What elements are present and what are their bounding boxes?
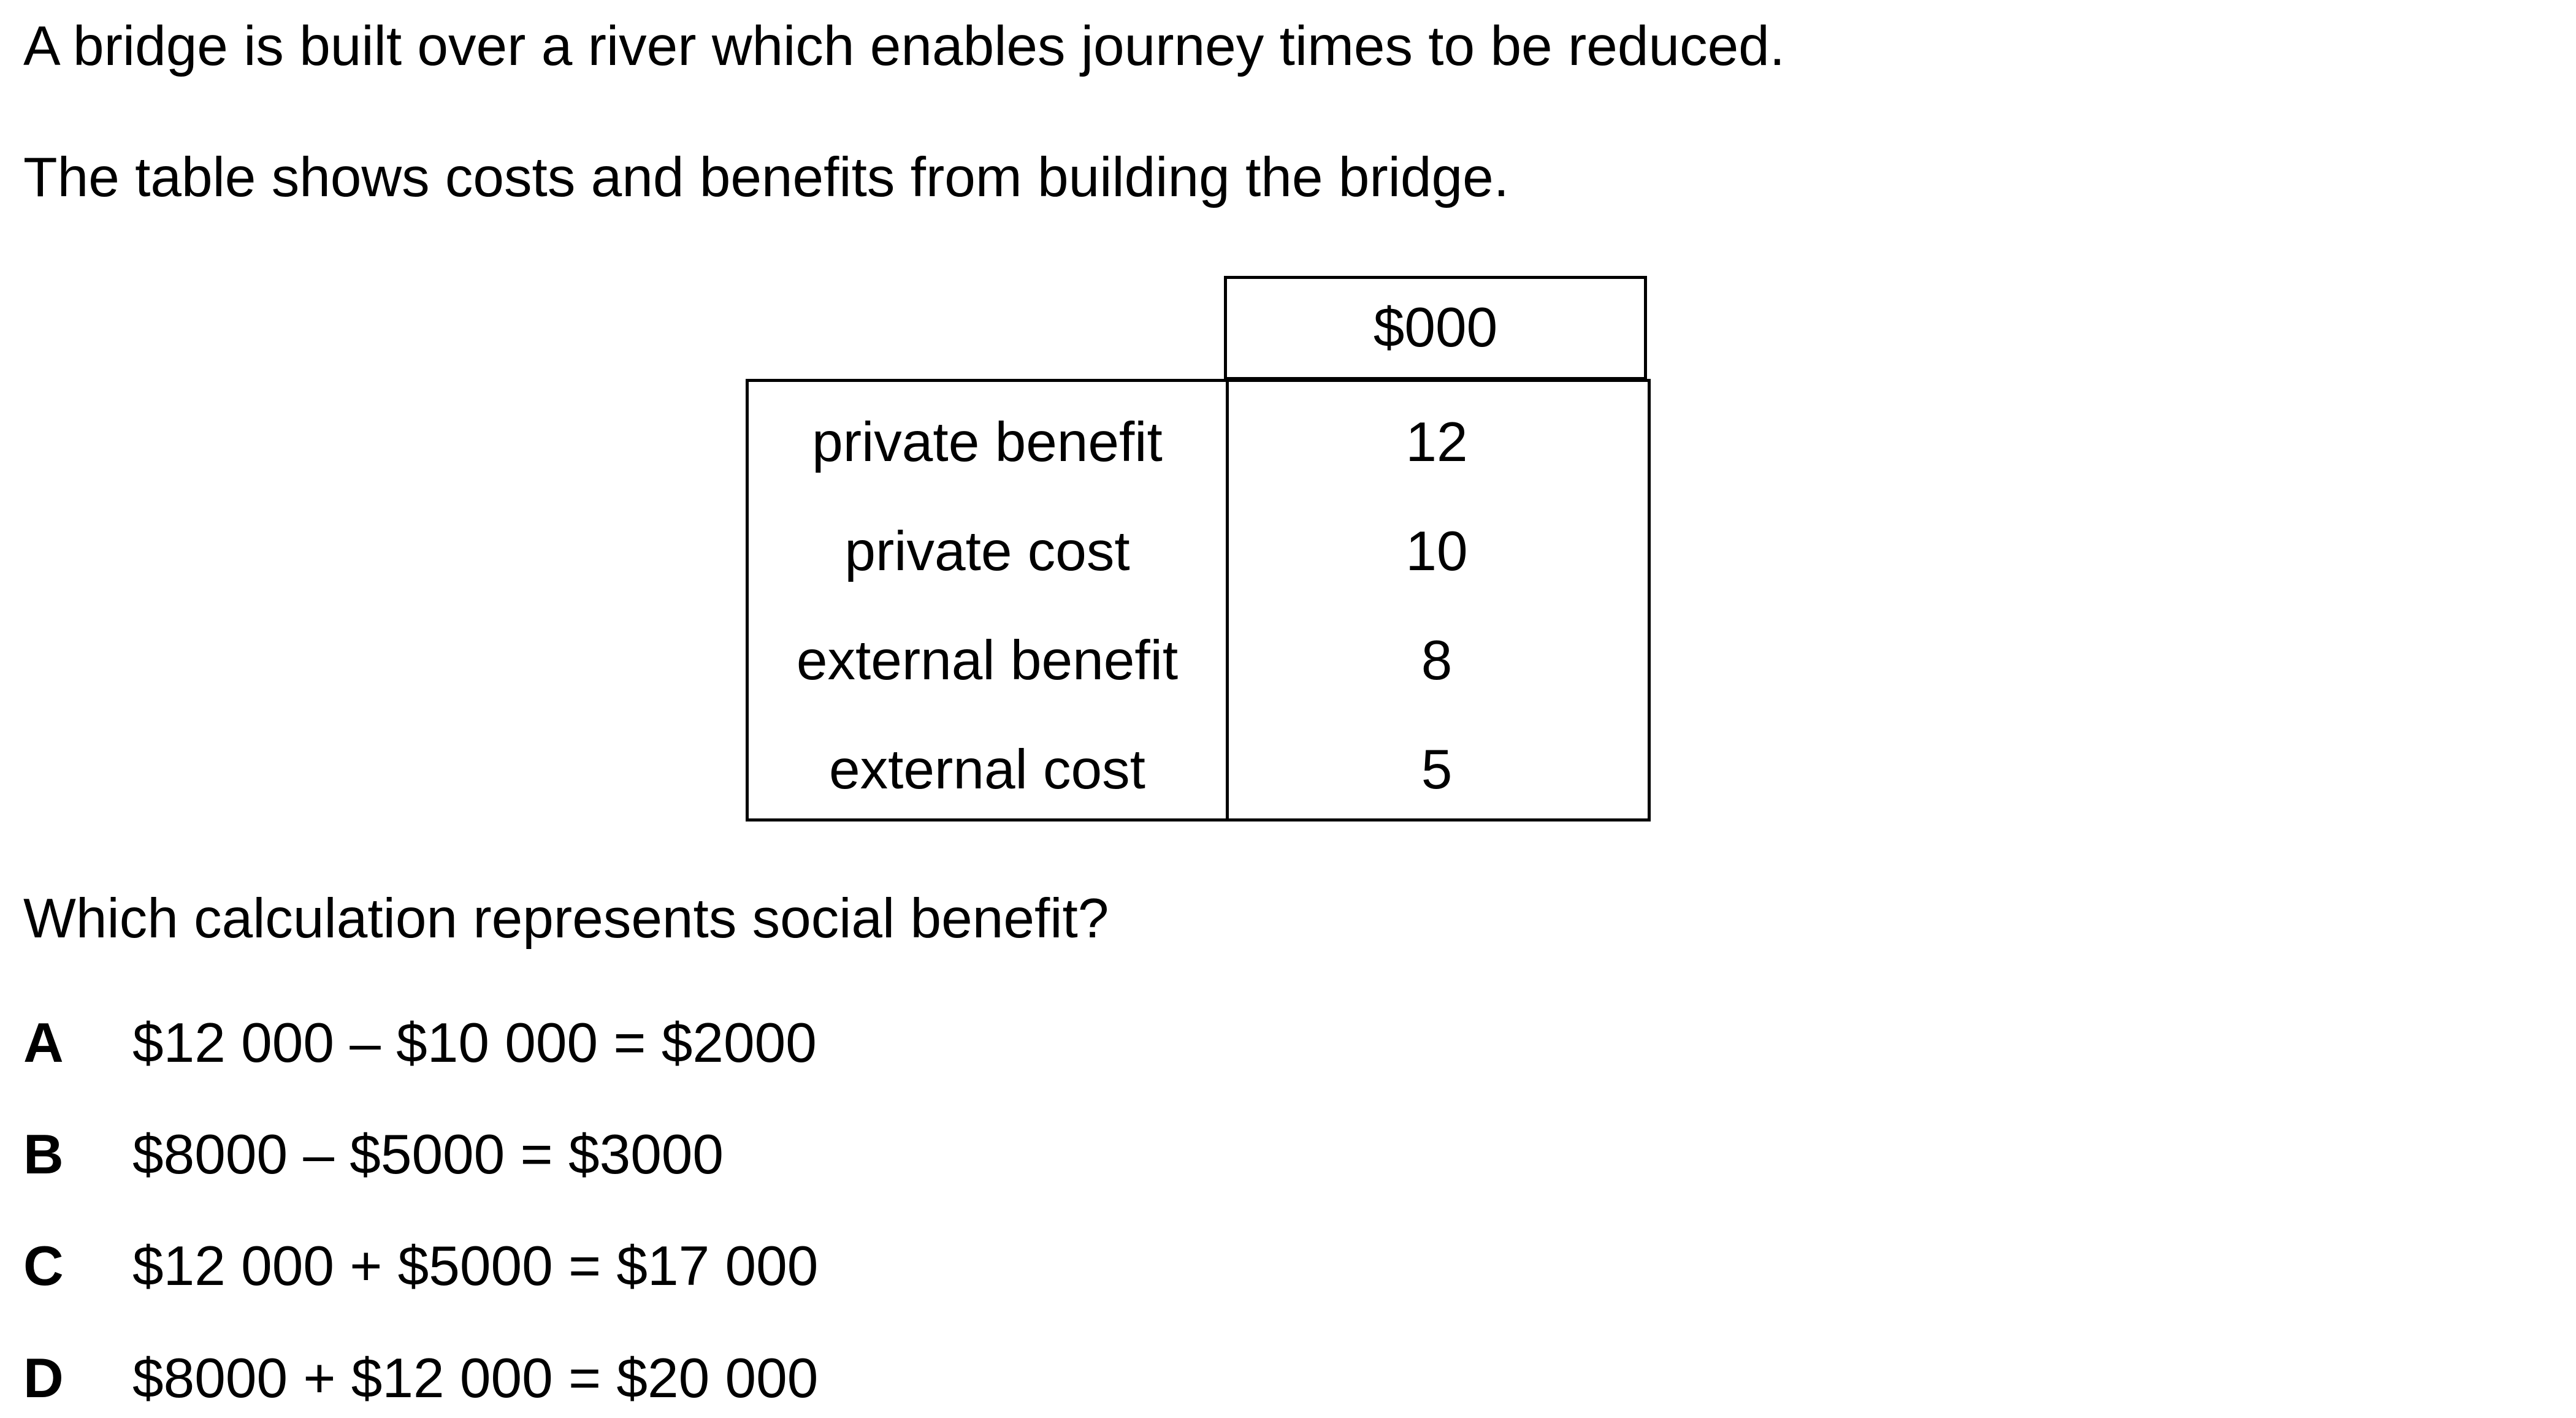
option-calculation: $8000 + $12 000 = $20 000 xyxy=(132,1347,819,1409)
table-row: external cost 5 xyxy=(749,715,1648,825)
option-calculation: $8000 – $5000 = $3000 xyxy=(132,1123,724,1186)
option-letter: D xyxy=(23,1347,64,1409)
row-value: 5 xyxy=(1421,739,1453,801)
option-calculation: $12 000 – $10 000 = $2000 xyxy=(132,1012,817,1074)
intro-line-2: The table shows costs and benefits from … xyxy=(23,147,1510,208)
table-row: external benefit 8 xyxy=(749,606,1648,715)
row-label: private benefit xyxy=(812,411,1163,473)
option-letter: B xyxy=(23,1123,64,1186)
option-a[interactable]: A $12 000 – $10 000 = $2000 xyxy=(23,1009,817,1077)
row-value: 12 xyxy=(1405,411,1468,473)
row-label: private cost xyxy=(844,520,1130,582)
table-body: private benefit 12 private cost 10 exter… xyxy=(746,379,1651,821)
table-row: private benefit 12 xyxy=(749,388,1648,497)
option-c[interactable]: C $12 000 + $5000 = $17 000 xyxy=(23,1232,818,1300)
table-header-unit: $000 xyxy=(1224,276,1647,380)
row-value: 8 xyxy=(1421,630,1453,692)
option-b[interactable]: B $8000 – $5000 = $3000 xyxy=(23,1121,724,1188)
table-column-divider xyxy=(1226,382,1229,818)
intro-line-1: A bridge is built over a river which ena… xyxy=(23,15,1786,77)
row-value: 10 xyxy=(1405,520,1468,582)
question-text: Which calculation represents social bene… xyxy=(23,888,1109,950)
option-calculation: $12 000 + $5000 = $17 000 xyxy=(132,1235,819,1297)
row-label: external benefit xyxy=(796,630,1179,692)
option-letter: C xyxy=(23,1235,64,1297)
option-letter: A xyxy=(23,1012,64,1074)
table-row: private cost 10 xyxy=(749,497,1648,606)
cost-benefit-table: $000 private benefit 12 private cost 10 … xyxy=(746,276,1651,821)
row-label: external cost xyxy=(829,739,1145,801)
option-d[interactable]: D $8000 + $12 000 = $20 000 xyxy=(23,1344,818,1412)
